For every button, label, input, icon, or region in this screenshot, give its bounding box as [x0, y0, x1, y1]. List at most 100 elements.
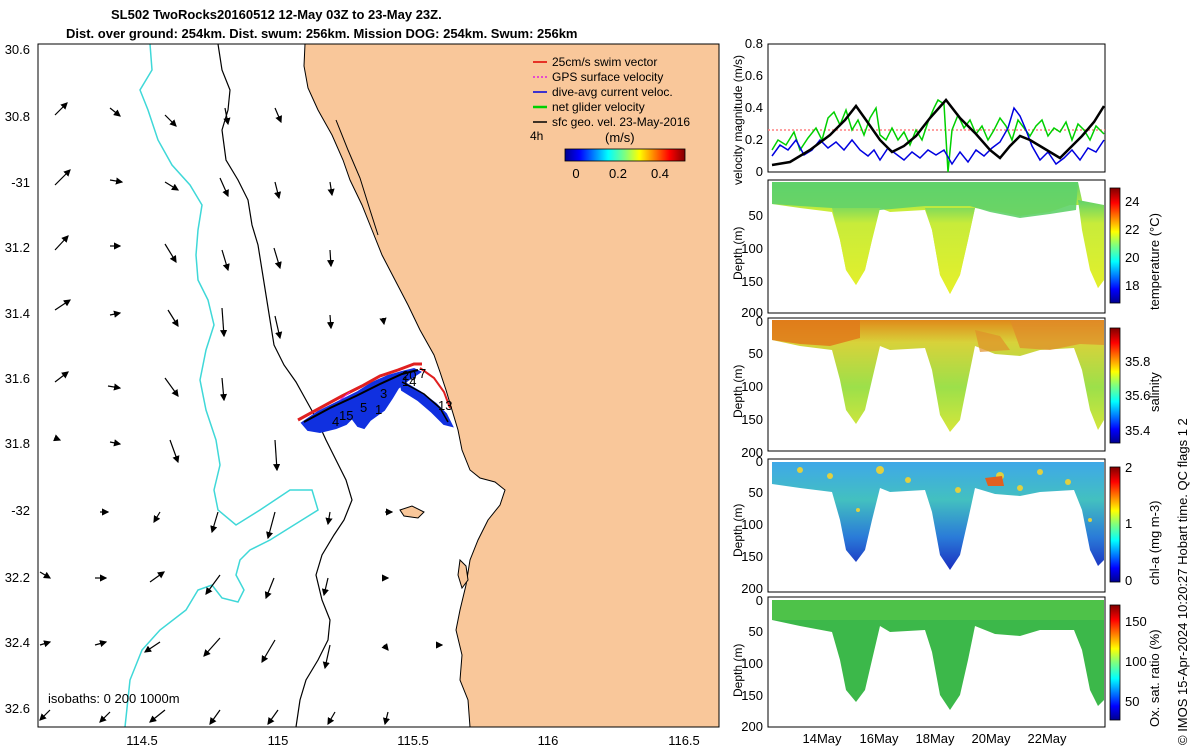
credit-text: © IMOS 15-Apr-2024 10:20:27 Hobart time.… [1175, 418, 1190, 745]
temperature-cbar-label: temperature (°C) [1147, 213, 1162, 310]
lon-tick-label: 116 [538, 733, 559, 748]
chla-cbar-tick: 2 [1125, 460, 1132, 475]
net-glider-velocity-line [771, 98, 1105, 173]
salinity-cbar-label: salinity [1147, 372, 1162, 412]
map-legend: 25cm/s swim vector GPS surface velocity … [530, 55, 690, 181]
depth-tick: 0 [756, 454, 763, 469]
temperature-cbar-tick: 20 [1125, 250, 1139, 265]
depth-tick: 150 [741, 549, 763, 564]
depth-tick: 200 [741, 445, 763, 460]
velocity-ylabel: velocity magnitude (m/s) [731, 55, 745, 185]
depth-tick: 100 [741, 517, 763, 532]
temperature-ylabel: Depth (m) [731, 227, 745, 280]
date-tick: 14May [802, 731, 842, 746]
track-label: 13 [438, 398, 452, 413]
chla-colorbar [1109, 466, 1121, 583]
salinity-cbar-tick: 35.8 [1125, 354, 1150, 369]
velocity-ytick: 0.4 [745, 100, 763, 115]
isobath-200m [217, 44, 353, 727]
lon-tick-label: 115.5 [397, 733, 429, 748]
track-label: 7 [419, 366, 426, 381]
depth-tick: 50 [749, 346, 763, 361]
chla-panel: 2 1 0 chl-a (mg m-3) 0 50 100 150 200 De… [731, 454, 1162, 596]
oxygen-cbar-tick: 100 [1125, 654, 1147, 669]
chla-ylabel: Depth (m) [731, 504, 745, 557]
depth-tick: 0 [756, 314, 763, 329]
lat-tick-label: 30.6 [5, 42, 30, 57]
track-label: 20 [402, 368, 416, 383]
longitude-axis: 114.5 115 115.5 116 116.5 [126, 733, 700, 748]
lon-tick-label: 115 [268, 733, 289, 748]
figure-title-line1: SL502 TwoRocks20160512 12-May 03Z to 23-… [111, 7, 442, 22]
lat-tick-label: 31.4 [5, 306, 30, 321]
depth-tick: 100 [741, 656, 763, 671]
dive-avg-current-line [771, 106, 1105, 166]
depth-tick: 200 [741, 719, 763, 734]
colorbar-title: (m/s) [605, 130, 635, 145]
isobath-1000m [124, 44, 319, 727]
chla-cbar-label: chl-a (mg m-3) [1147, 500, 1162, 585]
oxygen-cbar-tick: 150 [1125, 614, 1147, 629]
map-panel: 20 7 14 1 3 5 15 4 13 30.6 30.8 -31 31.2… [5, 42, 720, 748]
lat-tick-label: 31.6 [5, 371, 30, 386]
depth-tick: 50 [749, 485, 763, 500]
track-label: 4 [332, 414, 339, 429]
velocity-ytick: 0.8 [745, 36, 763, 51]
temperature-colorbar [1109, 187, 1121, 304]
glider-track [297, 362, 454, 434]
chla-cbar-tick: 0 [1125, 573, 1132, 588]
temperature-panel: 24 22 20 18 temperature (°C) 50 100 150 … [731, 179, 1162, 320]
lat-tick-label: 32.2 [5, 570, 30, 585]
lat-tick-label: 31.8 [5, 436, 30, 451]
legend-net-glider: net glider velocity [552, 100, 645, 114]
lat-tick-label: 30.8 [5, 109, 30, 124]
depth-tick: 100 [741, 379, 763, 394]
surface-velocity-vectors [39, 102, 444, 726]
salinity-ylabel: Depth (m) [731, 365, 745, 418]
track-label: 3 [380, 386, 387, 401]
lat-tick-label: -32 [11, 503, 30, 518]
latitude-axis: 30.6 30.8 -31 31.2 31.4 31.6 31.8 -32 32… [5, 42, 30, 716]
velocity-ytick: 0.6 [745, 68, 763, 83]
date-tick: 18May [915, 731, 955, 746]
depth-tick: 0 [756, 593, 763, 608]
track-label: 1 [375, 402, 382, 417]
sfc-geo-velocity-line [771, 98, 1106, 167]
salinity-cbar-tick: 35.4 [1125, 423, 1150, 438]
temperature-cbar-tick: 22 [1125, 222, 1139, 237]
track-label: 15 [339, 408, 353, 423]
depth-tick: 200 [741, 581, 763, 596]
depth-tick: 150 [741, 274, 763, 289]
lon-tick-label: 116.5 [668, 733, 700, 748]
date-tick: 22May [1027, 731, 1067, 746]
date-tick: 20May [971, 731, 1011, 746]
colorbar-tick: 0.4 [651, 166, 669, 181]
temperature-cbar-tick: 24 [1125, 194, 1139, 209]
depth-tick: 200 [741, 305, 763, 320]
colorbar-tick: 0.2 [609, 166, 627, 181]
date-tick: 16May [859, 731, 899, 746]
depth-tick: 150 [741, 688, 763, 703]
land-mass [303, 44, 719, 727]
temperature-cbar-tick: 18 [1125, 278, 1139, 293]
lat-tick-label: 32.4 [5, 635, 30, 650]
lat-tick-label: 31.2 [5, 240, 30, 255]
legend-time-label: 4h [530, 129, 543, 143]
lat-tick-label: -31 [11, 175, 30, 190]
velocity-ytick: 0 [756, 164, 763, 179]
depth-tick: 50 [749, 208, 763, 223]
island [457, 558, 469, 590]
oxygen-panel: 150 100 50 Ox. sat. ratio (%) 0 50 100 1… [731, 593, 1162, 734]
lon-tick-label: 114.5 [126, 733, 158, 748]
oxygen-ylabel: Depth (m) [731, 644, 745, 697]
date-axis: 14May 16May 18May 20May 22May [802, 731, 1067, 746]
lat-tick-label: 32.6 [5, 701, 30, 716]
salinity-cbar-tick: 35.6 [1125, 388, 1150, 403]
track-waypoint-labels: 20 7 14 1 3 5 15 4 13 [332, 366, 452, 429]
colorbar-tick: 0 [572, 166, 579, 181]
island [399, 505, 425, 519]
oxygen-cbar-label: Ox. sat. ratio (%) [1147, 629, 1162, 727]
chla-cbar-tick: 1 [1125, 516, 1132, 531]
figure-title-line2: Dist. over ground: 254km. Dist. swum: 25… [66, 26, 578, 41]
